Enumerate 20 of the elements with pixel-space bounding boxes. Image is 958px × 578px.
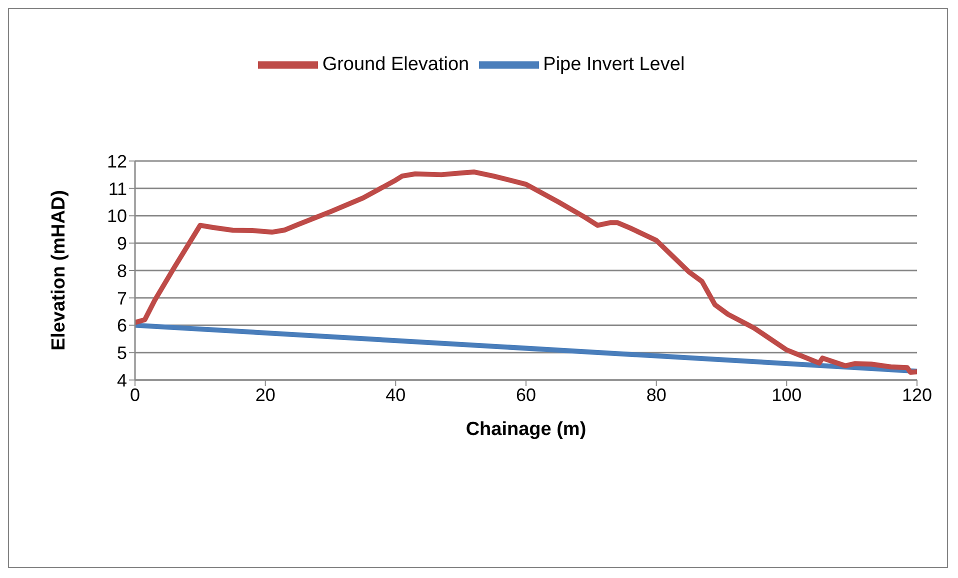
y-tick-label: 7	[116, 288, 127, 308]
y-tick-label: 10	[106, 206, 127, 226]
y-tick-label: 4	[116, 370, 127, 390]
y-axis-title: Elevation (mHAD)	[48, 190, 70, 350]
y-tick-label: 5	[116, 343, 127, 364]
y-tick-label: 12	[106, 151, 127, 172]
legend-label: Ground Elevation	[322, 54, 470, 76]
x-tick-label: 100	[772, 384, 802, 405]
x-tick-label: 0	[130, 384, 140, 405]
x-tick-label: 80	[646, 384, 666, 405]
y-tick-label: 8	[116, 260, 127, 281]
y-tick-label: 6	[116, 316, 127, 336]
x-axis-title: Chainage (m)	[466, 419, 586, 440]
legend-label: Pipe Invert Level	[543, 54, 685, 76]
x-tick-label: 60	[516, 384, 536, 405]
x-tick-label: 40	[386, 384, 406, 405]
y-tick-label: 9	[116, 234, 127, 254]
x-tick-label: 120	[902, 384, 932, 405]
y-tick-label: 11	[108, 178, 127, 199]
x-tick-label: 20	[255, 384, 276, 405]
